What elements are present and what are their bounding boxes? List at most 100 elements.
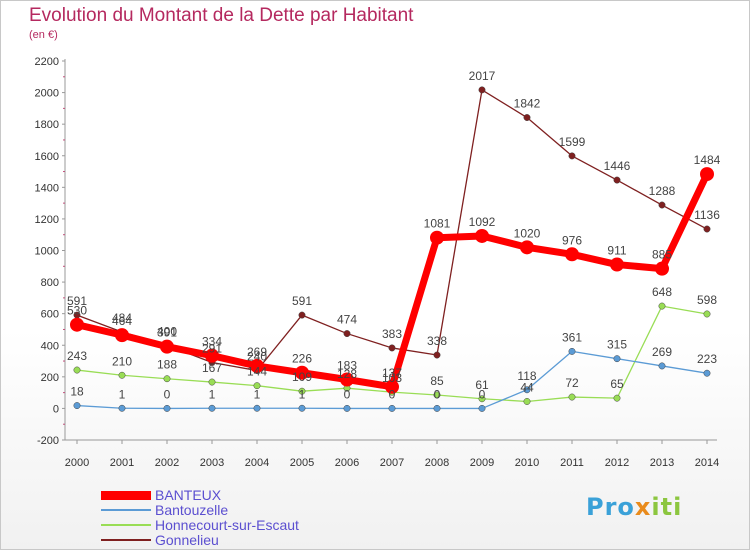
x-tick-label: 2014 (695, 457, 719, 469)
data-point-Honnecourt-sur-Escaut (298, 387, 306, 395)
x-tick-label: 2013 (650, 457, 674, 469)
data-label-Bantouzelle: 0 (434, 387, 441, 401)
data-point-Bantouzelle (703, 369, 711, 377)
data-point-BANTEUX (430, 230, 444, 245)
data-label-Bantouzelle: 0 (389, 387, 396, 401)
data-label-BANTEUX: 334 (202, 335, 222, 349)
data-point-Gonnelieu (433, 351, 441, 359)
data-label-Bantouzelle: 1 (119, 387, 126, 401)
data-label-Bantouzelle: 223 (697, 352, 717, 366)
data-label-Gonnelieu: 591 (67, 294, 87, 308)
data-label-BANTEUX: 1020 (514, 226, 541, 240)
data-label-Bantouzelle: 315 (607, 338, 627, 352)
x-tick-label: 2011 (560, 457, 584, 469)
data-label-Honnecourt-sur-Escaut: 598 (697, 293, 717, 307)
data-label-Bantouzelle: 18 (70, 385, 84, 399)
data-label-Bantouzelle: 1 (254, 387, 261, 401)
data-label-BANTEUX: 911 (607, 244, 626, 258)
data-point-Gonnelieu (523, 114, 531, 121)
data-point-Honnecourt-sur-Escaut (523, 398, 531, 405)
y-tick-label: 1200 (35, 214, 59, 226)
data-label-Gonnelieu: 291 (202, 341, 222, 355)
data-label-BANTEUX: 1484 (694, 153, 721, 167)
legend-item: Honnecourt-sur-Escaut (101, 517, 299, 533)
series-line-BANTEUX (73, 170, 711, 391)
data-label-Gonnelieu: 484 (112, 311, 132, 325)
data-label-Honnecourt-sur-Escaut: 61 (475, 378, 489, 392)
data-point-Honnecourt-sur-Escaut (433, 391, 441, 399)
data-label-BANTEUX: 183 (337, 359, 357, 373)
data-point-Bantouzelle (253, 404, 261, 412)
data-label-Bantouzelle: 0 (344, 387, 351, 401)
data-point-BANTEUX (115, 328, 129, 343)
logo-part-2: x (634, 493, 652, 521)
logo-part-3: iti (651, 493, 683, 521)
x-tick-label: 2008 (425, 457, 449, 469)
data-label-BANTEUX: 1092 (469, 215, 496, 229)
y-tick-label: 600 (41, 309, 59, 321)
data-point-Bantouzelle (568, 347, 576, 355)
legend-swatch (101, 490, 151, 500)
data-label-Bantouzelle: 0 (479, 387, 486, 401)
proxiti-logo: Proxiti (586, 493, 682, 521)
x-tick-label: 2002 (155, 457, 179, 469)
legend-item: BANTEUX (101, 487, 221, 503)
data-label-BANTEUX: 226 (292, 352, 312, 366)
data-label-Gonnelieu: 240 (247, 350, 267, 364)
data-point-Bantouzelle (343, 404, 351, 412)
data-label-BANTEUX: 464 (112, 314, 132, 328)
y-tick-label: 1400 (35, 182, 59, 194)
data-label-Bantouzelle: 269 (652, 345, 672, 359)
data-point-Gonnelieu (388, 344, 396, 352)
data-point-Honnecourt-sur-Escaut (253, 382, 261, 390)
data-point-BANTEUX (475, 228, 489, 243)
data-point-Honnecourt-sur-Escaut (478, 395, 486, 403)
data-point-Bantouzelle (478, 404, 486, 412)
data-point-BANTEUX (565, 247, 579, 262)
data-label-Gonnelieu: 1446 (604, 159, 631, 173)
legend-label: BANTEUX (155, 487, 222, 503)
data-point-Bantouzelle (298, 404, 306, 412)
legend-label: Gonnelieu (155, 532, 219, 548)
data-label-Bantouzelle: 0 (164, 387, 171, 401)
data-label-Gonnelieu: 338 (427, 334, 447, 348)
legend-item: Gonnelieu (101, 532, 219, 548)
data-label-BANTEUX: 391 (157, 326, 177, 340)
data-label-Honnecourt-sur-Escaut: 167 (202, 361, 222, 375)
x-tick-label: 2003 (200, 457, 224, 469)
chart-title: Evolution du Montant de la Dette par Hab… (29, 5, 414, 26)
data-label-Bantouzelle: 118 (517, 369, 536, 383)
data-point-Gonnelieu (703, 225, 711, 233)
data-label-BANTEUX: 269 (247, 345, 267, 359)
data-label-Honnecourt-sur-Escaut: 44 (520, 380, 534, 394)
data-point-Honnecourt-sur-Escaut (703, 310, 711, 318)
data-label-Bantouzelle: 361 (562, 330, 582, 344)
data-point-Honnecourt-sur-Escaut (73, 366, 81, 374)
data-point-Bantouzelle (73, 402, 81, 410)
legend-label: Honnecourt-sur-Escaut (155, 517, 299, 533)
data-label-Honnecourt-sur-Escaut: 648 (652, 285, 672, 299)
y-tick-label: 400 (41, 340, 59, 352)
data-label-Honnecourt-sur-Escaut: 72 (565, 376, 579, 390)
data-point-Gonnelieu (613, 176, 621, 184)
legend-swatch (101, 509, 151, 511)
data-label-Bantouzelle: 1 (299, 387, 306, 401)
data-point-BANTEUX (385, 379, 399, 394)
data-point-Bantouzelle (433, 404, 441, 412)
data-label-Gonnelieu: 474 (337, 313, 357, 327)
data-point-Honnecourt-sur-Escaut (658, 302, 666, 310)
data-label-BANTEUX: 885 (652, 248, 672, 262)
data-label-BANTEUX: 530 (67, 304, 87, 318)
x-tick-label: 2004 (245, 457, 269, 469)
data-point-Honnecourt-sur-Escaut (613, 394, 621, 402)
data-label-Honnecourt-sur-Escaut: 85 (430, 374, 444, 388)
data-label-Honnecourt-sur-Escaut: 65 (610, 377, 624, 391)
data-point-BANTEUX (205, 348, 219, 363)
data-point-Bantouzelle (388, 404, 396, 412)
data-label-Honnecourt-sur-Escaut: 103 (382, 371, 402, 385)
data-label-Gonnelieu: 1136 (694, 208, 720, 222)
data-label-Gonnelieu: 591 (292, 294, 312, 308)
data-label-Honnecourt-sur-Escaut: 188 (157, 358, 177, 372)
data-label-Honnecourt-sur-Escaut: 128 (337, 367, 357, 381)
